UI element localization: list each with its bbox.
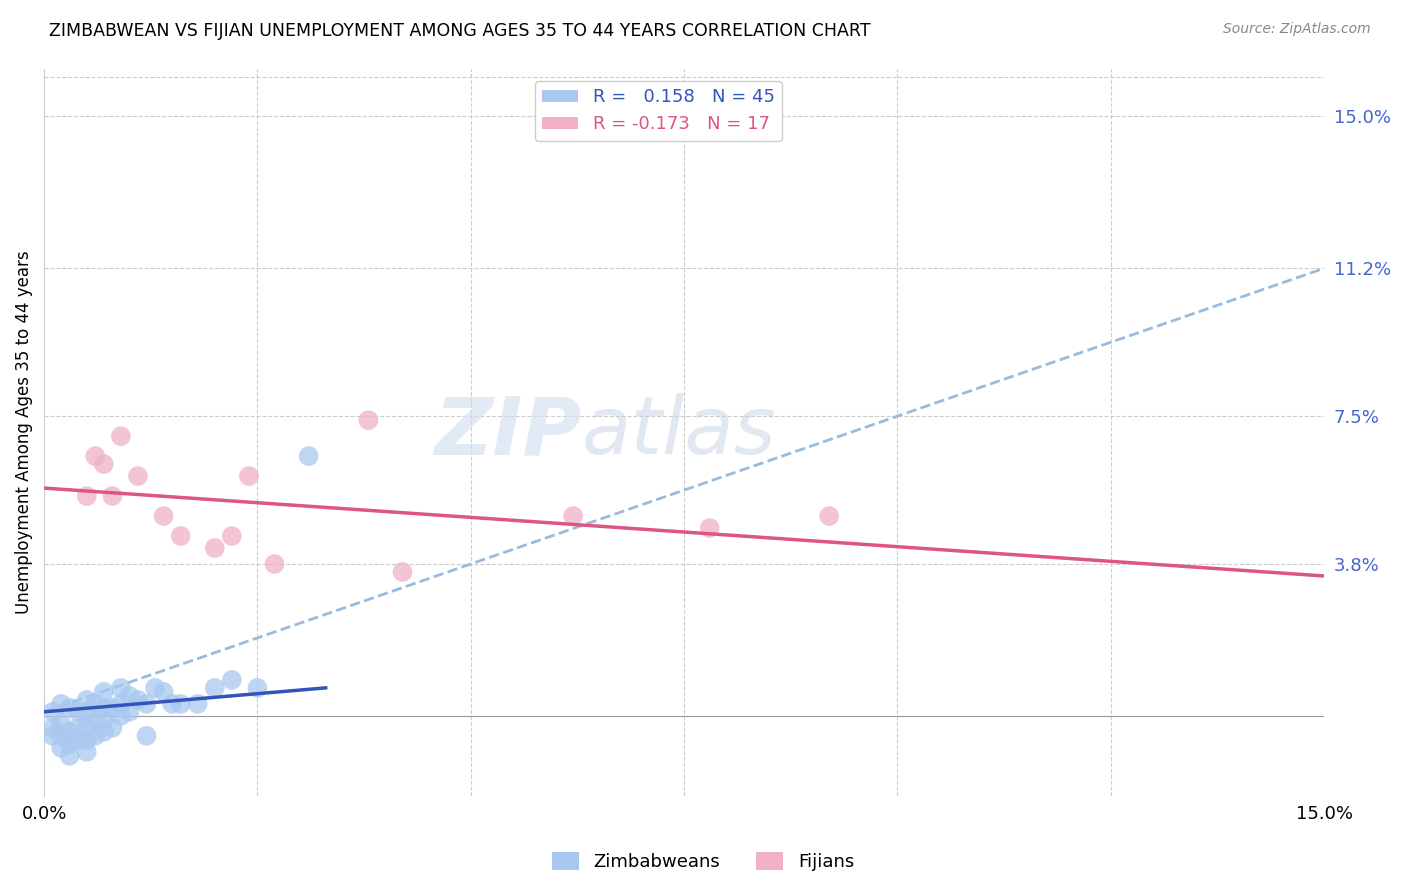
Point: [110, 681, 132, 695]
Point: [169, 529, 191, 543]
Point: [699, 521, 721, 535]
Legend: Zimbabweans, Fijians: Zimbabweans, Fijians: [544, 845, 862, 879]
Point: [93, 724, 115, 739]
Point: [41, 729, 63, 743]
Point: [51, 716, 73, 731]
Point: [818, 509, 841, 524]
Point: [169, 697, 191, 711]
Point: [221, 673, 243, 687]
Point: [127, 693, 149, 707]
Point: [152, 509, 174, 524]
Point: [118, 705, 141, 719]
Point: [76, 693, 98, 707]
Point: [135, 697, 157, 711]
Y-axis label: Unemployment Among Ages 35 to 44 years: Unemployment Among Ages 35 to 44 years: [15, 251, 32, 614]
Point: [204, 541, 226, 555]
Point: [84, 729, 107, 743]
Point: [41, 705, 63, 719]
Point: [238, 469, 260, 483]
Point: [76, 721, 98, 735]
Point: [118, 689, 141, 703]
Point: [67, 705, 90, 719]
Point: [51, 729, 73, 743]
Point: [187, 697, 209, 711]
Point: [76, 489, 98, 503]
Point: [110, 429, 132, 443]
Text: Source: ZipAtlas.com: Source: ZipAtlas.com: [1223, 22, 1371, 37]
Point: [263, 557, 285, 571]
Point: [152, 685, 174, 699]
Point: [143, 681, 166, 695]
Point: [84, 697, 107, 711]
Point: [101, 721, 124, 735]
Point: [298, 449, 321, 463]
Point: [93, 685, 115, 699]
Point: [562, 509, 585, 524]
Point: [93, 457, 115, 471]
Text: ZIP: ZIP: [434, 393, 582, 471]
Point: [76, 705, 98, 719]
Point: [59, 701, 82, 715]
Point: [110, 697, 132, 711]
Text: atlas: atlas: [582, 393, 776, 471]
Point: [93, 701, 115, 715]
Point: [221, 529, 243, 543]
Point: [110, 709, 132, 723]
Point: [67, 721, 90, 735]
Point: [59, 748, 82, 763]
Point: [101, 701, 124, 715]
Legend: R =   0.158   N = 45, R = -0.173   N = 17: R = 0.158 N = 45, R = -0.173 N = 17: [536, 81, 782, 141]
Point: [357, 413, 380, 427]
Point: [59, 737, 82, 751]
Point: [76, 732, 98, 747]
Point: [76, 745, 98, 759]
Point: [84, 713, 107, 727]
Point: [204, 681, 226, 695]
Point: [160, 697, 183, 711]
Point: [59, 724, 82, 739]
Point: [84, 449, 107, 463]
Point: [51, 697, 73, 711]
Point: [41, 721, 63, 735]
Point: [67, 732, 90, 747]
Text: ZIMBABWEAN VS FIJIAN UNEMPLOYMENT AMONG AGES 35 TO 44 YEARS CORRELATION CHART: ZIMBABWEAN VS FIJIAN UNEMPLOYMENT AMONG …: [49, 22, 870, 40]
Point: [51, 740, 73, 755]
Point: [93, 713, 115, 727]
Point: [391, 565, 413, 579]
Point: [127, 469, 149, 483]
Point: [101, 489, 124, 503]
Point: [135, 729, 157, 743]
Point: [246, 681, 269, 695]
